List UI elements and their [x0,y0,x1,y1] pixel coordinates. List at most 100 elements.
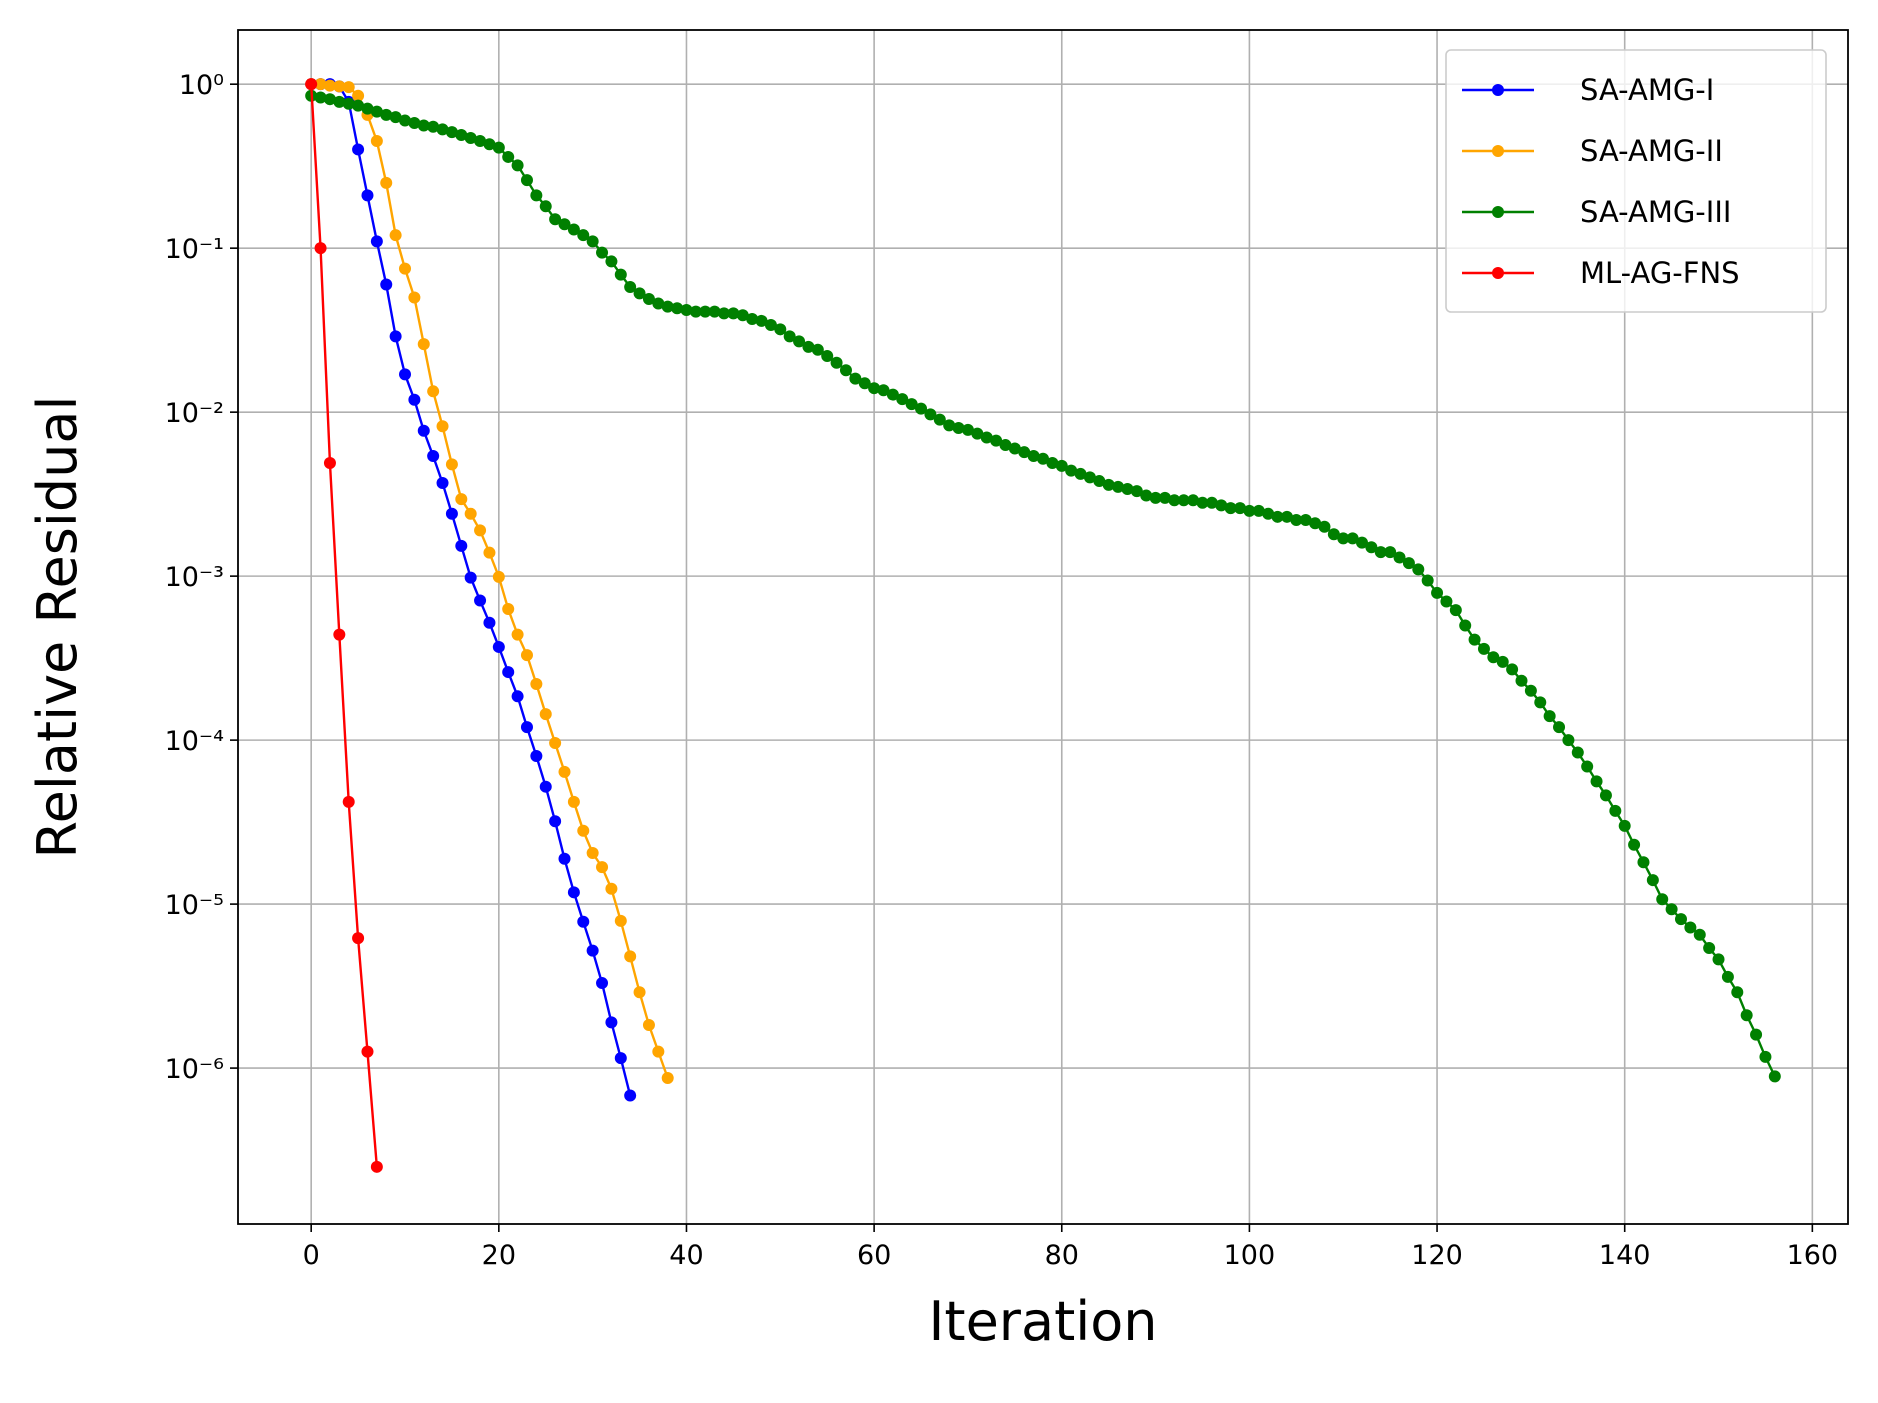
marker [1093,475,1106,488]
marker [999,439,1012,452]
marker [671,302,684,315]
marker [370,1160,383,1173]
marker [624,950,637,963]
marker [1243,504,1256,517]
marker [689,305,702,318]
marker [342,97,355,110]
marker [661,1072,674,1085]
marker [474,524,487,537]
marker [1168,494,1181,507]
x-tick-label: 80 [1045,1240,1079,1271]
marker [1496,655,1509,668]
marker [1065,464,1078,477]
marker [558,218,571,231]
marker [764,318,777,331]
marker [727,307,740,320]
marker [389,330,402,343]
marker [746,312,759,325]
marker [492,640,505,653]
marker [624,1089,637,1102]
y-tick-label: 10⁻⁶ [165,1054,224,1085]
marker [323,79,336,92]
marker [1027,450,1040,463]
marker [511,690,524,703]
marker [1534,696,1547,709]
marker [399,262,412,275]
line [311,82,669,1079]
marker [1571,746,1584,759]
legend-label: SA-AMG-II [1580,134,1723,168]
marker [830,356,843,369]
marker [492,570,505,583]
marker [877,384,890,397]
marker [1515,674,1528,687]
marker [492,141,505,154]
marker [1665,903,1678,916]
marker [1346,532,1359,545]
legend: SA-AMG-I SA-AMG-II SA-AMG-III ML-AG-FNS [1445,49,1827,313]
marker [1543,710,1556,723]
marker [530,189,543,202]
marker [1318,520,1331,533]
marker [614,268,627,281]
marker [370,105,383,118]
marker [511,159,524,172]
marker [633,986,646,999]
marker [596,246,609,259]
marker [1599,789,1612,802]
marker [952,422,965,435]
y-tick-label: 10⁻⁵ [165,890,224,921]
marker [342,81,355,94]
marker [1074,467,1087,480]
marker [370,235,383,248]
marker [436,476,449,489]
marker [549,213,562,226]
marker [1477,642,1490,655]
marker [567,223,580,236]
x-tick-label: 40 [669,1240,703,1271]
marker [596,861,609,874]
marker [1327,528,1340,541]
marker [1037,452,1049,465]
marker [1421,574,1434,587]
marker [1224,502,1237,515]
marker [1646,874,1659,887]
marker [342,795,355,808]
marker [380,108,393,121]
marker [1562,734,1575,747]
marker [774,323,787,336]
marker [549,815,562,828]
marker [1468,633,1481,646]
marker [652,1045,665,1058]
marker [1215,499,1228,512]
marker [520,174,533,187]
marker [408,116,421,129]
marker [323,456,336,469]
series [305,89,1781,1083]
marker [539,708,552,721]
marker [624,280,637,293]
x-tick-label: 160 [1787,1240,1839,1271]
marker [633,287,646,300]
marker [886,388,899,401]
marker [1309,517,1322,530]
marker [314,91,327,104]
marker [427,385,440,398]
y-tick-label: 10⁻² [165,398,224,429]
marker [980,431,993,444]
legend-box [1445,49,1827,313]
marker [474,594,487,607]
marker [455,539,468,552]
marker [586,846,599,859]
marker [605,882,618,895]
marker [811,343,824,356]
marker [380,176,393,189]
plot-area [305,78,1781,1173]
marker [558,765,571,778]
x-tick-label: 140 [1599,1240,1651,1271]
marker [352,143,365,156]
marker [464,571,477,584]
marker [1431,586,1444,599]
marker [1262,507,1275,520]
